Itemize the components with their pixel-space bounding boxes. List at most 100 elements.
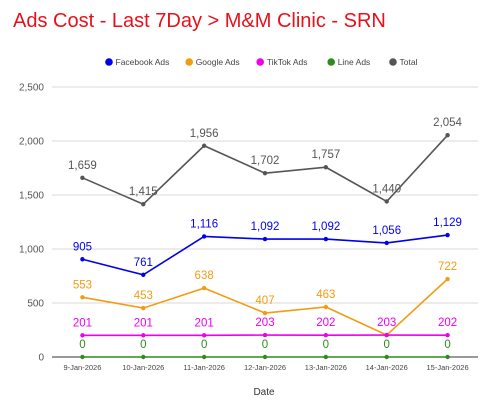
data-point-google-ads bbox=[201, 285, 207, 291]
data-point-facebook-ads bbox=[262, 236, 268, 242]
data-point-tiktok-ads bbox=[80, 333, 85, 338]
y-tick-label: 1,500 bbox=[19, 191, 44, 202]
data-label-google-ads: 722 bbox=[438, 261, 457, 273]
data-point-google-ads bbox=[323, 304, 329, 310]
y-tick-label: 1,000 bbox=[19, 245, 44, 256]
data-point-total bbox=[262, 170, 268, 176]
data-label-google-ads: 407 bbox=[255, 295, 274, 307]
data-point-line-ads bbox=[262, 354, 268, 360]
data-point-google-ads bbox=[80, 295, 85, 300]
legend-label-line-ads: Line Ads bbox=[338, 57, 371, 67]
data-point-facebook-ads bbox=[323, 236, 329, 242]
data-label-facebook-ads: 1,129 bbox=[433, 217, 462, 229]
legend-item-facebook-ads: Facebook Ads bbox=[105, 57, 169, 67]
data-point-line-ads bbox=[384, 354, 389, 360]
data-label-total: 1,757 bbox=[311, 149, 340, 161]
data-point-line-ads bbox=[323, 354, 329, 360]
data-label-line-ads: 0 bbox=[323, 339, 329, 351]
data-point-total bbox=[323, 165, 329, 170]
x-tick-label-13-jan-2026: 13-Jan-2026 bbox=[305, 363, 347, 372]
data-point-total bbox=[141, 201, 146, 207]
data-point-line-ads bbox=[80, 354, 85, 360]
legend-item-total: Total bbox=[389, 57, 418, 67]
y-tick-label: 2,500 bbox=[19, 83, 44, 94]
data-label-tiktok-ads: 201 bbox=[134, 317, 153, 329]
x-axis-title: Date bbox=[253, 387, 275, 398]
data-label-total: 1,956 bbox=[190, 128, 219, 140]
data-label-google-ads: 463 bbox=[316, 289, 335, 301]
data-label-line-ads: 0 bbox=[140, 339, 146, 351]
x-tick-label-12-jan-2026: 12-Jan-2026 bbox=[244, 363, 286, 372]
data-point-line-ads bbox=[201, 354, 207, 360]
data-point-google-ads bbox=[141, 305, 146, 311]
legend-label-total: Total bbox=[400, 57, 418, 67]
y-tick-label: 2,000 bbox=[19, 137, 44, 148]
data-label-facebook-ads: 1,056 bbox=[372, 225, 401, 237]
x-tick-label-11-jan-2026: 11-Jan-2026 bbox=[183, 363, 225, 372]
x-tick-label-14-jan-2026: 14-Jan-2026 bbox=[366, 363, 408, 372]
legend-marker-tiktok-ads bbox=[256, 58, 265, 66]
data-point-facebook-ads bbox=[445, 232, 450, 238]
data-labels: 905 761 1,116 1,092 1,092 1,056 1,129 553 453 638… bbox=[68, 117, 463, 351]
data-label-total: 1,415 bbox=[129, 186, 158, 198]
legend-item-tiktok-ads: TikTok Ads bbox=[256, 57, 307, 67]
data-label-line-ads: 0 bbox=[79, 339, 85, 351]
legend-marker-line-ads bbox=[327, 58, 336, 66]
y-tick-label: 0 bbox=[38, 353, 44, 364]
data-label-line-ads: 0 bbox=[384, 339, 390, 351]
data-label-total: 1,440 bbox=[372, 183, 401, 195]
data-point-facebook-ads bbox=[80, 257, 85, 262]
data-point-facebook-ads bbox=[141, 272, 146, 278]
data-label-tiktok-ads: 203 bbox=[377, 317, 396, 329]
x-axis: 9-Jan-2026 10-Jan-2026 11-Jan-2026 12-Jan-2… bbox=[52, 356, 478, 372]
data-point-total bbox=[80, 175, 85, 181]
legend-label-google-ads: Google Ads bbox=[196, 57, 240, 67]
x-tick-label-9-jan-2026: 9-Jan-2026 bbox=[63, 363, 101, 372]
x-tick-label-10-jan-2026: 10-Jan-2026 bbox=[122, 363, 164, 372]
data-label-google-ads: 553 bbox=[73, 279, 92, 291]
data-label-tiktok-ads: 202 bbox=[438, 317, 457, 329]
data-label-total: 1,659 bbox=[68, 160, 97, 172]
data-point-facebook-ads bbox=[384, 240, 389, 246]
legend-item-line-ads: Line Ads bbox=[327, 57, 370, 67]
data-point-total bbox=[384, 199, 389, 204]
data-point-tiktok-ads bbox=[141, 333, 146, 338]
y-axis: 0 500 1,000 1,500 2,000 2,500 bbox=[19, 83, 44, 364]
data-point-facebook-ads bbox=[201, 234, 207, 239]
data-point-line-ads bbox=[445, 354, 450, 360]
x-tick-label-15-jan-2026: 15-Jan-2026 bbox=[427, 363, 469, 372]
data-point-google-ads bbox=[262, 310, 268, 316]
data-label-line-ads: 0 bbox=[201, 339, 207, 351]
data-label-google-ads: 453 bbox=[134, 290, 153, 302]
data-label-total: 1,702 bbox=[251, 155, 280, 167]
data-point-tiktok-ads bbox=[262, 332, 268, 338]
legend-label-facebook-ads: Facebook Ads bbox=[116, 57, 170, 67]
data-label-total: 2,054 bbox=[433, 117, 462, 129]
data-label-facebook-ads: 1,092 bbox=[251, 221, 280, 233]
data-point-tiktok-ads bbox=[384, 332, 389, 338]
data-label-facebook-ads: 761 bbox=[134, 257, 153, 269]
data-label-line-ads: 0 bbox=[262, 339, 268, 351]
data-label-tiktok-ads: 201 bbox=[195, 317, 214, 329]
data-label-tiktok-ads: 202 bbox=[316, 317, 335, 329]
chart-title: Ads Cost - Last 7Day > M&M Clinic - SRN bbox=[13, 10, 386, 32]
y-tick-label: 500 bbox=[27, 299, 44, 310]
data-point-line-ads bbox=[141, 354, 146, 360]
data-label-facebook-ads: 905 bbox=[73, 241, 92, 253]
data-label-tiktok-ads: 203 bbox=[255, 317, 274, 329]
data-label-tiktok-ads: 201 bbox=[73, 317, 92, 329]
data-label-facebook-ads: 1,092 bbox=[311, 221, 340, 233]
data-point-tiktok-ads bbox=[201, 333, 207, 338]
legend-label-tiktok-ads: TikTok Ads bbox=[267, 57, 308, 67]
data-point-total bbox=[445, 132, 450, 138]
data-label-line-ads: 0 bbox=[444, 339, 450, 351]
data-point-tiktok-ads bbox=[323, 332, 329, 338]
legend-marker-total bbox=[389, 58, 397, 66]
legend: Facebook Ads Google Ads TikTok Ads Line Ads… bbox=[105, 57, 418, 67]
data-point-total bbox=[201, 143, 207, 148]
legend-marker-facebook-ads bbox=[105, 58, 113, 66]
data-label-google-ads: 638 bbox=[195, 270, 214, 282]
data-label-facebook-ads: 1,116 bbox=[190, 218, 218, 230]
legend-item-google-ads: Google Ads bbox=[185, 57, 240, 67]
